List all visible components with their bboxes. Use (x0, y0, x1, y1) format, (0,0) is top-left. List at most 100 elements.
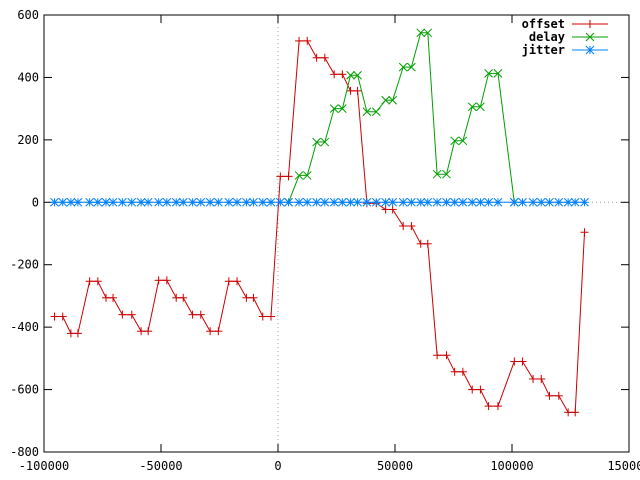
jitter-point (484, 197, 493, 207)
offset-point (580, 228, 589, 237)
offset-point (416, 239, 425, 248)
offset-point (66, 329, 75, 338)
series-jitter (50, 197, 589, 207)
jitter-point (143, 197, 153, 207)
jitter-point (294, 197, 304, 207)
delay-point (398, 62, 408, 72)
offset-point (476, 385, 485, 394)
jitter-point (205, 197, 215, 207)
jitter-point (58, 197, 68, 207)
jitter-point (388, 197, 398, 207)
jitter-point (284, 197, 293, 207)
plot-border (43, 14, 630, 453)
jitter-point (423, 197, 433, 207)
offset-point (214, 327, 223, 336)
offset-point (233, 277, 242, 286)
delay-point (423, 28, 433, 38)
offset-point (442, 351, 451, 360)
legend-marker-delay (585, 32, 595, 42)
offset-point (93, 277, 102, 286)
legend-label-jitter: jitter (522, 43, 565, 57)
jitter-point (416, 197, 426, 207)
y-tick-label: -400 (10, 320, 39, 334)
jitter-point (232, 197, 242, 207)
jitter-point (580, 197, 589, 207)
jitter-point (381, 197, 390, 207)
jitter-point (536, 197, 546, 207)
offset-point (249, 293, 258, 302)
series-delay (284, 28, 519, 207)
jitter-point (398, 197, 408, 207)
jitter-point (458, 197, 468, 207)
jitter-point (154, 197, 164, 207)
offset-point (537, 374, 546, 383)
delay-point (388, 95, 398, 105)
delay-point (407, 62, 416, 72)
offset-point (330, 70, 339, 79)
jitter-point (371, 197, 381, 207)
offset-point (109, 293, 118, 302)
jitter-point (50, 197, 59, 207)
jitter-point (450, 197, 460, 207)
jitter-point (66, 197, 76, 207)
jitter-point (73, 197, 83, 207)
offset-point (258, 312, 267, 321)
jitter-point (249, 197, 258, 207)
x-tick-label: 150000 (607, 459, 640, 473)
offset-point (353, 86, 362, 95)
delay-point (371, 107, 381, 117)
jitter-point (171, 197, 181, 207)
jitter-point (213, 197, 223, 207)
delay-point (381, 95, 390, 105)
x-tick-label: 0 (274, 459, 281, 473)
jitter-point (467, 197, 477, 207)
legend-label-delay: delay (529, 30, 565, 44)
y-tick-label: 0 (32, 195, 39, 209)
jitter-point (312, 197, 321, 207)
offset-point (564, 408, 573, 417)
jitter-point (320, 197, 330, 207)
offset-point (484, 402, 493, 411)
offset-point (399, 222, 408, 231)
delay-point (484, 69, 493, 78)
offset-point (433, 351, 442, 360)
jitter-point (407, 197, 416, 207)
offset-point (58, 312, 67, 321)
x-tick-label: 50000 (377, 459, 413, 473)
offset-point (154, 276, 163, 285)
jitter-point (528, 197, 538, 207)
offset-point (266, 312, 275, 321)
jitter-point (101, 197, 111, 207)
y-tick-label: -200 (10, 258, 39, 272)
offset-point (529, 374, 538, 383)
offset-point (423, 239, 432, 248)
offset-point (85, 277, 94, 286)
delay-point (416, 28, 426, 38)
legend-marker-offset (586, 20, 594, 28)
offset-point (571, 408, 580, 417)
offset-point (312, 53, 321, 62)
x-tick-label: 100000 (490, 459, 533, 473)
delay-point (442, 169, 451, 179)
delay-point (329, 104, 339, 113)
jitter-point (275, 197, 285, 207)
offset-point (196, 310, 205, 319)
jitter-point (554, 197, 564, 207)
offset-point (554, 391, 563, 400)
jitter-point (136, 197, 146, 207)
y-tick-label: -600 (10, 383, 39, 397)
offset-point (407, 222, 416, 231)
jitter-point (518, 197, 527, 207)
offset-point (188, 310, 197, 319)
delay-point (458, 136, 468, 146)
offset-point (284, 172, 293, 181)
offset-point (73, 329, 82, 338)
legend-label-offset: offset (522, 17, 565, 31)
jitter-point (242, 197, 251, 207)
offset-point (127, 310, 136, 319)
y-tick-label: -800 (10, 445, 39, 459)
jitter-point (162, 197, 172, 207)
jitter-point (442, 197, 451, 207)
offset-point (206, 327, 215, 336)
